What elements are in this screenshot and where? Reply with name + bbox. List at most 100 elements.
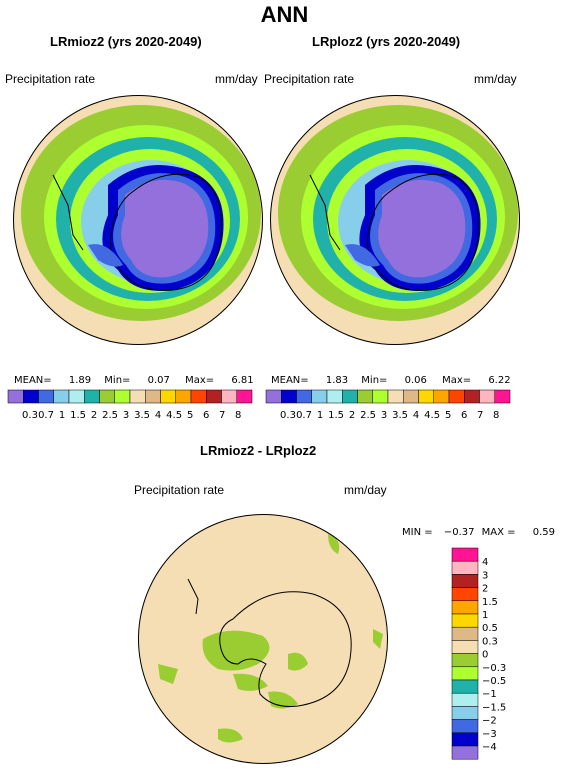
colorbar-tick-label: 3.5 (392, 410, 408, 421)
colorbar-swatch (451, 719, 479, 734)
colorbar-swatch (99, 389, 115, 404)
colorbar-tick-label: −0.5 (482, 676, 506, 687)
colorbar-tick-label: −0.3 (482, 663, 506, 674)
colorbar-swatch (114, 389, 131, 404)
colorbar-tick-label: 2.5 (360, 410, 376, 421)
colorbar-tick-label: 5 (187, 410, 193, 421)
colorbar-tick-label: 7 (219, 410, 225, 421)
colorbar-swatch (160, 389, 176, 404)
max-label: Max= (185, 375, 215, 386)
colorbar-tick-label: 8 (493, 410, 499, 421)
map-title-right: LRploz2 (yrs 2020-2049) (312, 34, 461, 49)
max-value: 6.22 (488, 375, 511, 386)
colorbar-tick-label: 1 (317, 410, 323, 421)
colorbar-swatch (38, 389, 54, 404)
colorbar-swatch (451, 600, 479, 615)
min-value: 0.06 (404, 375, 427, 386)
colorbar-swatch (296, 389, 312, 404)
colorbar-tick-label: −1.5 (482, 702, 506, 713)
colorbar-swatch (387, 389, 404, 404)
colorbar-tick-label: 1 (59, 410, 65, 421)
colorbar-swatch (451, 613, 479, 628)
colorbar-swatch (326, 389, 343, 404)
colorbar-swatch (451, 560, 479, 575)
colorbar-swatch (145, 389, 161, 404)
colorbar-tick-label: 4 (482, 557, 488, 568)
colorbar-swatch (451, 547, 479, 562)
colorbar-swatch (357, 389, 373, 404)
colorbar-swatch (53, 389, 70, 404)
colorbar-tick-label: 0 (482, 650, 488, 661)
colorbar-tick-label: 6 (203, 410, 209, 421)
colorbar-tick-label: 0.3 (280, 410, 296, 421)
colorbar-swatch (265, 389, 282, 404)
colorbar-swatch (7, 389, 24, 404)
colorbar-left: 0.3 0.7 1 1.5 2 2.5 3 3.5 4 4.5 5 6 7 8 (7, 389, 253, 421)
colorbar-tick-label: 0.7 (38, 410, 54, 421)
colorbar-swatch (281, 389, 297, 404)
min-label: Min= (104, 375, 131, 386)
colorbar-swatch (451, 692, 479, 707)
colorbar-swatch (451, 745, 479, 760)
colorbar-tick-label: 3.5 (134, 410, 150, 421)
colorbar-swatch (451, 587, 479, 602)
colorbar-swatch (221, 389, 237, 404)
colorbar-tick-label: 6 (461, 410, 467, 421)
colorbar-tick-label: 0.5 (482, 623, 498, 634)
mean-label: MEAN= (14, 375, 52, 386)
colorbar-swatch (372, 389, 389, 404)
colorbar-tick-label: 2 (349, 410, 355, 421)
colorbar-swatch (23, 389, 39, 404)
colorbar-swatch (451, 732, 479, 747)
mean-value: 1.89 (68, 375, 92, 386)
colorbar-tick-label: 4 (413, 410, 419, 421)
units-label-right: mm/day (474, 72, 517, 86)
mean-value: 1.83 (325, 375, 349, 386)
colorbar-swatch (175, 389, 192, 404)
colorbar-swatch (342, 389, 358, 404)
colorbar-swatch (190, 389, 207, 404)
colorbar-tick-label: −4 (482, 742, 497, 753)
colorbar-swatch (451, 679, 479, 694)
diff-stats: MIN = −0.37 MAX = 0.59 (402, 527, 555, 538)
min-value: 0.07 (147, 375, 170, 386)
colorbar-swatch (433, 389, 450, 404)
polar-map-right (270, 95, 520, 345)
diff-variable-label: Precipitation rate (134, 483, 225, 497)
colorbar-swatch (236, 389, 253, 404)
colorbar-tick-label: 3 (123, 410, 129, 421)
colorbar-swatch (403, 389, 419, 404)
units-label-left: mm/day (215, 72, 258, 86)
diff-map-title: LRmioz2 - LRploz2 (200, 443, 317, 458)
max-value: 6.81 (231, 375, 254, 386)
colorbar-tick-label: −1 (482, 689, 497, 700)
colorbar-tick-label: −2 (482, 716, 497, 727)
colorbar-tick-label: 2.5 (102, 410, 118, 421)
colorbar-right: 0.3 0.7 1 1.5 2 2.5 3 3.5 4 4.5 5 6 7 8 (265, 389, 511, 421)
colorbar-tick-label: 1.5 (482, 597, 498, 608)
map-title-left: LRmioz2 (yrs 2020-2049) (50, 34, 202, 49)
colorbar-swatch (451, 574, 479, 588)
colorbar-swatch (84, 389, 100, 404)
colorbar-tick-label: 4 (155, 410, 161, 421)
variable-label-left: Precipitation rate (5, 72, 96, 86)
colorbar-tick-label: 0.3 (22, 410, 38, 421)
colorbar-swatch (451, 666, 479, 681)
max-label: Max= (442, 375, 472, 386)
colorbar-tick-label: 2 (91, 410, 97, 421)
diff-units-label: mm/day (344, 483, 387, 497)
colorbar-swatch (206, 389, 222, 404)
colorbar-swatch (494, 389, 511, 404)
colorbar-tick-label: 7 (477, 410, 483, 421)
colorbar-swatch (464, 389, 480, 404)
colorbar-tick-label: 5 (445, 410, 451, 421)
colorbar-tick-label: 1.5 (70, 410, 86, 421)
colorbar-tick-label: 0.7 (296, 410, 312, 421)
colorbar-diff: 4 3 2 1.5 1 0.5 0.3 0 −0.3 −0.5 −1 −1.5 −2 −3 −4 (451, 547, 506, 760)
colorbar-tick-label: −3 (482, 729, 497, 740)
colorbar-tick-label: 1.5 (328, 410, 344, 421)
colorbar-swatch (448, 389, 465, 404)
colorbar-tick-label: 2 (482, 584, 488, 595)
polar-map-diff (138, 514, 388, 764)
colorbar-swatch (311, 389, 328, 404)
